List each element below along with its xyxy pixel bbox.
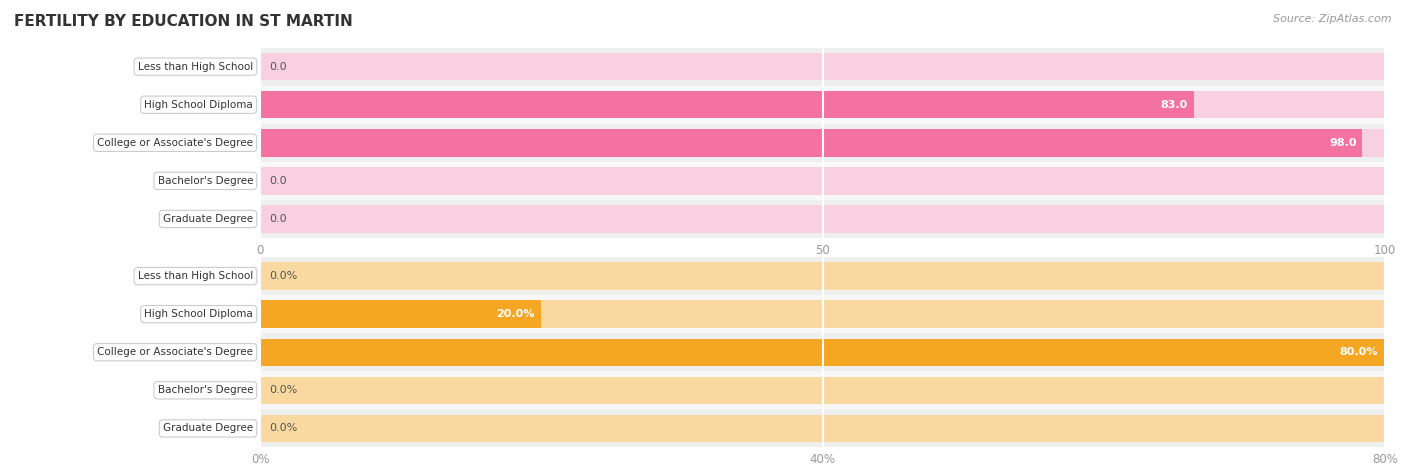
Bar (260, 371, 1385, 409)
Bar (260, 257, 1385, 295)
Text: Source: ZipAtlas.com: Source: ZipAtlas.com (1274, 14, 1392, 24)
Bar (260, 295, 1385, 333)
Text: 0.0: 0.0 (269, 61, 287, 72)
Bar (260, 162, 1385, 200)
Bar (260, 48, 1385, 86)
Bar (260, 200, 1385, 238)
Text: 0.0: 0.0 (269, 176, 287, 186)
Text: Graduate Degree: Graduate Degree (163, 423, 253, 434)
Text: 80.0%: 80.0% (1340, 347, 1378, 357)
Text: Bachelor's Degree: Bachelor's Degree (157, 176, 253, 186)
Text: Less than High School: Less than High School (138, 271, 253, 281)
Text: College or Associate's Degree: College or Associate's Degree (97, 347, 253, 357)
Bar (260, 338, 1385, 366)
Text: High School Diploma: High School Diploma (145, 99, 253, 110)
Bar (260, 377, 1385, 404)
Bar (260, 409, 1385, 447)
Bar (260, 124, 1385, 162)
Bar (260, 300, 541, 328)
Text: FERTILITY BY EDUCATION IN ST MARTIN: FERTILITY BY EDUCATION IN ST MARTIN (14, 14, 353, 30)
Text: 83.0: 83.0 (1161, 99, 1188, 110)
Bar (260, 338, 1385, 366)
Bar (260, 86, 1385, 124)
Bar (260, 415, 1385, 442)
Bar (260, 129, 1385, 157)
Bar (260, 333, 1385, 371)
Text: Bachelor's Degree: Bachelor's Degree (157, 385, 253, 396)
Text: 0.0%: 0.0% (269, 271, 297, 281)
Text: 0.0%: 0.0% (269, 423, 297, 434)
Bar (260, 167, 1385, 195)
Bar (260, 129, 1362, 157)
Bar (260, 262, 1385, 290)
Text: Graduate Degree: Graduate Degree (163, 214, 253, 224)
Bar (260, 53, 1385, 80)
Text: Less than High School: Less than High School (138, 61, 253, 72)
Text: High School Diploma: High School Diploma (145, 309, 253, 319)
Bar (260, 91, 1385, 119)
Text: College or Associate's Degree: College or Associate's Degree (97, 138, 253, 148)
Bar (260, 91, 1194, 119)
Text: 0.0: 0.0 (269, 214, 287, 224)
Text: 0.0%: 0.0% (269, 385, 297, 396)
Text: 98.0: 98.0 (1329, 138, 1357, 148)
Text: 20.0%: 20.0% (496, 309, 534, 319)
Bar (260, 205, 1385, 233)
Bar (260, 300, 1385, 328)
